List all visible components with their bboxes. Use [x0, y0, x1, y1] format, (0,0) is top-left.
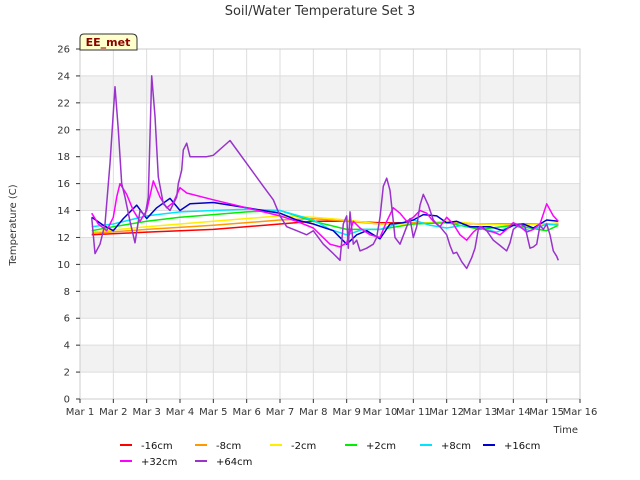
y-tick-label: 6 — [64, 314, 70, 325]
series-lines — [90, 75, 559, 270]
x-tick-label: Mar 7 — [266, 407, 294, 418]
legend-label: +32cm — [141, 457, 177, 468]
legend-item: -2cm — [270, 441, 316, 452]
plot-band — [80, 345, 580, 373]
site-badge-label: EE_met — [86, 36, 131, 49]
x-tick-label: Mar 4 — [166, 407, 194, 418]
x-tick-label: Mar 8 — [299, 407, 327, 418]
legend-item: +32cm — [120, 457, 177, 468]
plot-border — [79, 48, 581, 400]
x-tick-label: Mar 11 — [396, 407, 431, 418]
series-line-+64cm — [90, 75, 559, 270]
plot-band — [80, 183, 580, 211]
legend-item: +2cm — [345, 441, 396, 452]
chart-title: Soil/Water Temperature Set 3 — [225, 4, 416, 19]
legend: -16cm -8cm -2cm +2cm +8cm +16cm +32cm +64cm — [120, 441, 540, 468]
y-axis-label: Temperature (C) — [8, 184, 19, 266]
legend-item: +16cm — [483, 441, 540, 452]
x-tick-label: Mar 3 — [132, 407, 160, 418]
grid-lines — [79, 48, 581, 400]
plot-band — [80, 291, 580, 319]
x-tick-label: Mar 9 — [332, 407, 360, 418]
y-tick-label: 14 — [57, 206, 70, 217]
legend-item: -16cm — [120, 441, 173, 452]
x-axis-ticks: Mar 1 Mar 2 Mar 3 Mar 4 Mar 5 Mar 6 Mar 7 Mar 8… — [66, 399, 598, 418]
legend-label: +16cm — [504, 441, 540, 452]
plot-band — [80, 129, 580, 157]
plot-band — [80, 75, 580, 103]
x-tick-label: Mar 16 — [563, 407, 598, 418]
y-tick-label: 2 — [64, 368, 70, 379]
y-tick-label: 18 — [57, 152, 70, 163]
plot-bands — [80, 75, 580, 373]
legend-label: +2cm — [366, 441, 396, 452]
series-line-+16cm — [91, 197, 559, 245]
y-tick-label: 20 — [57, 125, 70, 136]
legend-item: +64cm — [195, 457, 252, 468]
x-tick-label: Mar 13 — [463, 407, 498, 418]
legend-label: +64cm — [216, 457, 252, 468]
x-tick-label: Mar 15 — [529, 407, 564, 418]
y-tick-label: 24 — [57, 71, 70, 82]
x-tick-label: Mar 2 — [99, 407, 127, 418]
y-tick-label: 12 — [57, 233, 70, 244]
x-tick-label: Mar 10 — [363, 407, 398, 418]
x-tick-label: Mar 6 — [232, 407, 260, 418]
legend-label: -16cm — [141, 441, 173, 452]
legend-label: -2cm — [291, 441, 316, 452]
y-tick-label: 4 — [64, 341, 70, 352]
y-tick-label: 8 — [64, 287, 70, 298]
y-tick-label: 22 — [57, 98, 70, 109]
legend-item: +8cm — [420, 441, 471, 452]
y-tick-label: 10 — [57, 260, 70, 271]
x-axis-label: Time — [553, 425, 578, 436]
y-tick-label: 16 — [57, 179, 70, 190]
legend-label: -8cm — [216, 441, 241, 452]
legend-item: -8cm — [195, 441, 241, 452]
x-tick-label: Mar 14 — [496, 407, 531, 418]
y-tick-label: 26 — [57, 45, 70, 56]
x-tick-label: Mar 1 — [66, 407, 94, 418]
x-tick-label: Mar 12 — [429, 407, 464, 418]
legend-label: +8cm — [441, 441, 471, 452]
y-tick-label: 0 — [64, 395, 70, 406]
series-line-+2cm — [91, 209, 559, 232]
site-badge: EE_met — [79, 33, 138, 51]
x-tick-label: Mar 5 — [199, 407, 227, 418]
